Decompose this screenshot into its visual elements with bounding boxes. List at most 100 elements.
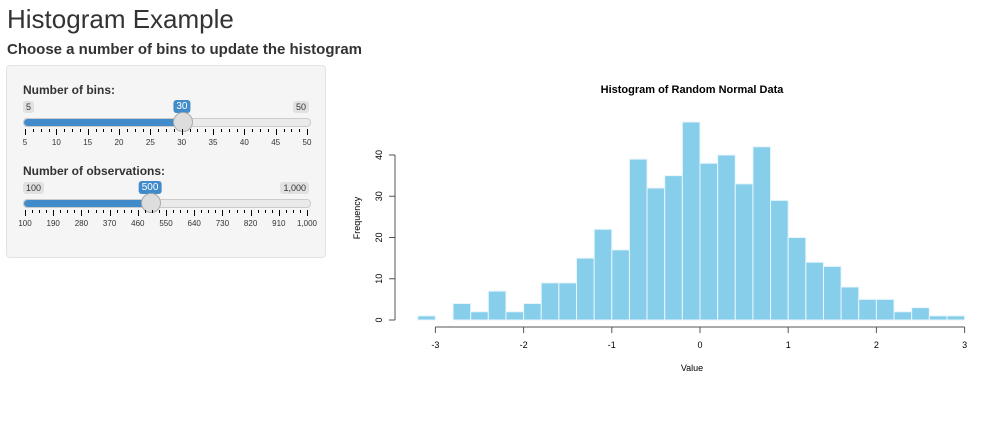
slider-track[interactable] [23, 112, 311, 132]
slider-minor-tick [220, 129, 222, 132]
slider-minor-tick [299, 210, 301, 213]
slider-minor-tick [257, 210, 259, 213]
histogram-bar [558, 282, 578, 321]
slider-tick [53, 210, 55, 216]
histogram-bar [523, 303, 542, 321]
x-tick-label: 2 [874, 340, 879, 350]
slider-tick-label: 45 [271, 138, 281, 147]
slider-tick [166, 210, 167, 216]
slider-fill [24, 200, 152, 207]
histogram-bar [646, 187, 666, 321]
slider-max: 1,000 [280, 182, 309, 194]
slider-tick [307, 129, 308, 135]
chart-title: Histogram of Random Normal Data [601, 84, 785, 96]
slider-minor-tick [46, 210, 48, 213]
slider-minor-tick [173, 129, 175, 132]
slider-tick-label: 10 [51, 138, 61, 147]
slider-minor-tick [103, 129, 105, 132]
slider-minor-tick [228, 129, 230, 132]
slider-tick [244, 129, 246, 135]
slider-minor-tick [267, 129, 269, 132]
y-tick-label: 0 [374, 317, 384, 322]
slider-minor-tick [180, 210, 182, 213]
histogram-bar [470, 311, 489, 321]
histogram-bar [540, 282, 560, 321]
histogram-bar [417, 315, 436, 321]
slider-tick [181, 129, 183, 135]
x-tick-label: 0 [697, 340, 702, 350]
histogram-bar [770, 199, 789, 321]
slider-minor-tick [111, 129, 113, 132]
slider-tick [222, 210, 224, 216]
x-tick-label: -1 [608, 340, 616, 350]
histogram-bar [752, 146, 772, 321]
slider-tick [275, 129, 277, 135]
x-tick-label: -2 [520, 340, 528, 350]
slider-minor-tick [142, 129, 144, 132]
slider-minor-tick [39, 210, 41, 213]
histogram-bar [875, 298, 895, 321]
slider-tick-label: 20 [114, 138, 124, 147]
x-tick-label: 3 [962, 340, 967, 350]
slider-minor-tick [158, 129, 160, 132]
slider-minor-tick [236, 210, 238, 213]
slider-tick-label: 30 [177, 138, 187, 147]
x-axis-label: Value [681, 363, 703, 373]
slider-minor-tick [197, 129, 199, 132]
slider-minor-tick [126, 129, 128, 132]
page-subtitle: Choose a number of bins to update the hi… [7, 41, 363, 58]
slider-tick-label: 460 [131, 219, 145, 228]
slider-tick [194, 210, 196, 216]
slider-tick [56, 129, 58, 135]
slider-minor-tick [292, 210, 294, 213]
slider-label: Number of bins: [23, 83, 115, 97]
slider-tick-label: 910 [272, 219, 286, 228]
slider-tick [250, 210, 252, 216]
slider-minor-tick [60, 210, 62, 213]
slider-minor-tick [215, 210, 217, 213]
slider-tick [213, 129, 214, 135]
slider-minor-tick [208, 210, 210, 213]
slider-tick [137, 210, 139, 216]
histogram-bar [822, 265, 842, 321]
slider-minor-tick [252, 129, 254, 132]
slider-track[interactable] [23, 193, 311, 213]
slider-tick [119, 129, 120, 135]
histogram-bar [505, 311, 525, 321]
slider-handle[interactable] [141, 193, 162, 213]
slider-minor-tick [283, 129, 285, 132]
histogram-bar [576, 257, 595, 321]
y-tick-label: 30 [374, 191, 384, 201]
slider-minor-tick [264, 210, 266, 213]
slider-fill [24, 119, 183, 126]
slider-minor-tick [102, 210, 104, 213]
slider-handle[interactable] [172, 112, 193, 132]
histogram-bar [893, 311, 913, 321]
slider-tick-label: 35 [208, 138, 218, 147]
sidebar-panel: Number of bins: 5 50 30 5 10 15 20 25 30 35 40 45 50 N… [6, 65, 326, 258]
slider-minor-tick [151, 210, 153, 213]
slider-minor-tick [236, 129, 238, 132]
y-tick-label: 10 [374, 274, 384, 284]
slider-minor-tick [173, 210, 175, 213]
slider-tick-label: 640 [187, 219, 201, 228]
slider-tick-label: 370 [102, 219, 117, 228]
slider-minor-tick [201, 210, 203, 213]
slider-tick-label: 40 [239, 138, 249, 147]
slider-minor-tick [166, 129, 167, 132]
slider-minor-tick [64, 129, 66, 132]
slider-tick [278, 210, 280, 216]
page-title: Histogram Example [7, 4, 234, 34]
histogram-bar [858, 298, 877, 321]
slider-minor-tick [285, 210, 287, 213]
slider-value: 500 [138, 181, 162, 194]
histogram-bar [928, 315, 948, 321]
slider-minor-tick [291, 129, 293, 132]
slider-minor-tick [144, 210, 146, 213]
slider-tick-label: 190 [46, 219, 60, 228]
histogram-bar [911, 307, 930, 321]
histogram-bar [805, 261, 824, 321]
y-axis-label: Frequency [352, 196, 362, 239]
slider-min: 100 [23, 182, 45, 194]
